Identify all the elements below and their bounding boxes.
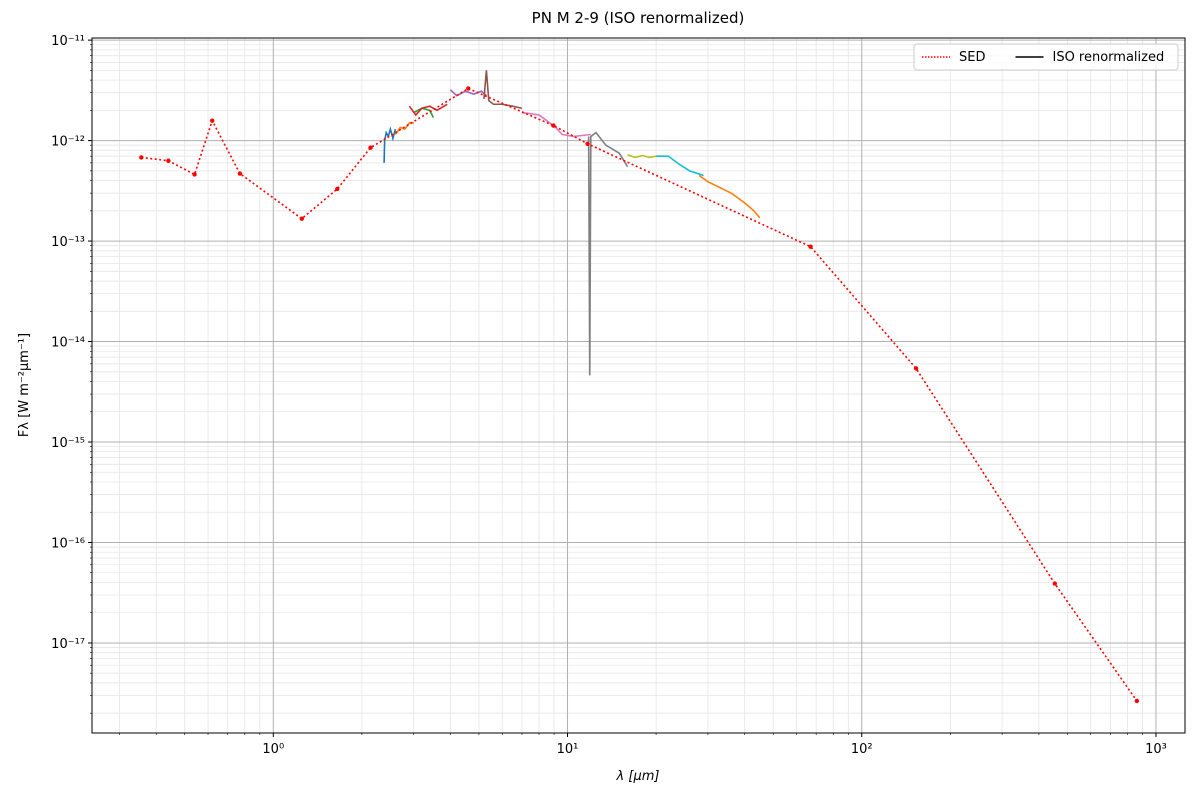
spectrum-segment: [656, 155, 704, 177]
y-tick-label: 10⁻¹⁴: [51, 336, 85, 351]
legend-label: SED: [959, 50, 985, 65]
y-tick-label: 10⁻¹¹: [51, 34, 85, 49]
sed-point: [210, 118, 215, 123]
legend-box: [913, 43, 1179, 71]
legend: SED ISO renormalized: [913, 43, 1179, 71]
sed-point: [192, 172, 197, 177]
sed-point: [139, 155, 144, 160]
sed-point: [299, 216, 305, 221]
plot-area: [139, 70, 1140, 704]
sed-point: [808, 244, 813, 249]
spectrum-segment: [483, 70, 523, 110]
spectrum-segment: [413, 107, 435, 118]
y-tick-label: 10⁻¹⁶: [51, 536, 85, 551]
x-tick-label: 10¹: [557, 742, 579, 757]
spectrum-segment: [521, 111, 591, 138]
sed-point: [368, 145, 373, 150]
y-tick-label: 10⁻¹⁵: [51, 436, 85, 451]
sed-point: [1134, 698, 1140, 704]
chart-title: PN M 2-9 (ISO renormalized): [532, 9, 745, 27]
spectrum-segment: [408, 103, 448, 117]
y-tick-label: 10⁻¹³: [51, 235, 85, 250]
spectrum-segment: [627, 154, 657, 159]
spectrum-segment: [587, 131, 629, 376]
y-tick-label: 10⁻¹²: [51, 135, 85, 150]
spectrum-segment: [698, 174, 761, 219]
grid: [88, 38, 1185, 737]
spectrum-segment: [449, 89, 487, 97]
x-tick-label: 10²: [851, 742, 873, 757]
y-axis-label: Fλ [W m⁻²μm⁻¹]: [17, 333, 32, 437]
x-axis-label: λ [μm]: [616, 769, 660, 784]
x-tick-label: 10³: [1145, 742, 1167, 757]
legend-label: ISO renormalized: [1052, 50, 1164, 65]
sed-point: [1052, 581, 1057, 586]
sed-point: [166, 158, 171, 163]
y-tick-label: 10⁻¹⁷: [51, 637, 85, 652]
sed-point: [335, 186, 340, 192]
sed-point: [551, 123, 556, 128]
sed-point: [237, 171, 243, 176]
sed-point: [585, 141, 590, 146]
x-tick-label: 10⁰: [262, 742, 284, 757]
sed-point: [466, 86, 471, 91]
sed-point: [913, 366, 919, 371]
axes-frame: [91, 37, 1186, 734]
